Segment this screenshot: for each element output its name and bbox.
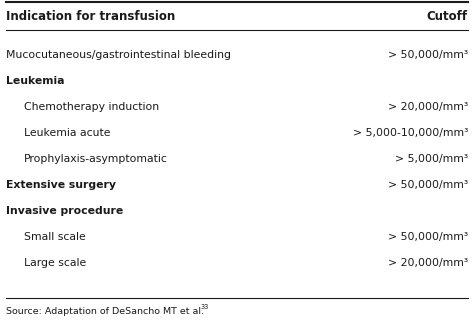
Text: Leukemia acute: Leukemia acute	[24, 128, 110, 138]
Text: Extensive surgery: Extensive surgery	[6, 180, 116, 190]
Text: Small scale: Small scale	[24, 232, 86, 242]
Text: Prophylaxis-asymptomatic: Prophylaxis-asymptomatic	[24, 154, 168, 164]
Text: > 50,000/mm³: > 50,000/mm³	[388, 180, 468, 190]
Text: > 5,000-10,000/mm³: > 5,000-10,000/mm³	[353, 128, 468, 138]
Text: Indication for transfusion: Indication for transfusion	[6, 9, 175, 22]
Text: Mucocutaneous/gastrointestinal bleeding: Mucocutaneous/gastrointestinal bleeding	[6, 50, 231, 60]
Text: > 50,000/mm³: > 50,000/mm³	[388, 232, 468, 242]
Text: Cutoff: Cutoff	[427, 9, 468, 22]
Text: Large scale: Large scale	[24, 258, 86, 268]
Text: > 5,000/mm³: > 5,000/mm³	[395, 154, 468, 164]
Text: 33: 33	[201, 304, 209, 310]
Text: Source: Adaptation of DeSancho MT et al.: Source: Adaptation of DeSancho MT et al.	[6, 307, 204, 317]
Text: Leukemia: Leukemia	[6, 76, 64, 86]
Text: > 50,000/mm³: > 50,000/mm³	[388, 50, 468, 60]
Text: Invasive procedure: Invasive procedure	[6, 206, 123, 216]
Text: > 20,000/mm³: > 20,000/mm³	[388, 258, 468, 268]
Text: Chemotherapy induction: Chemotherapy induction	[24, 102, 159, 112]
Text: > 20,000/mm³: > 20,000/mm³	[388, 102, 468, 112]
